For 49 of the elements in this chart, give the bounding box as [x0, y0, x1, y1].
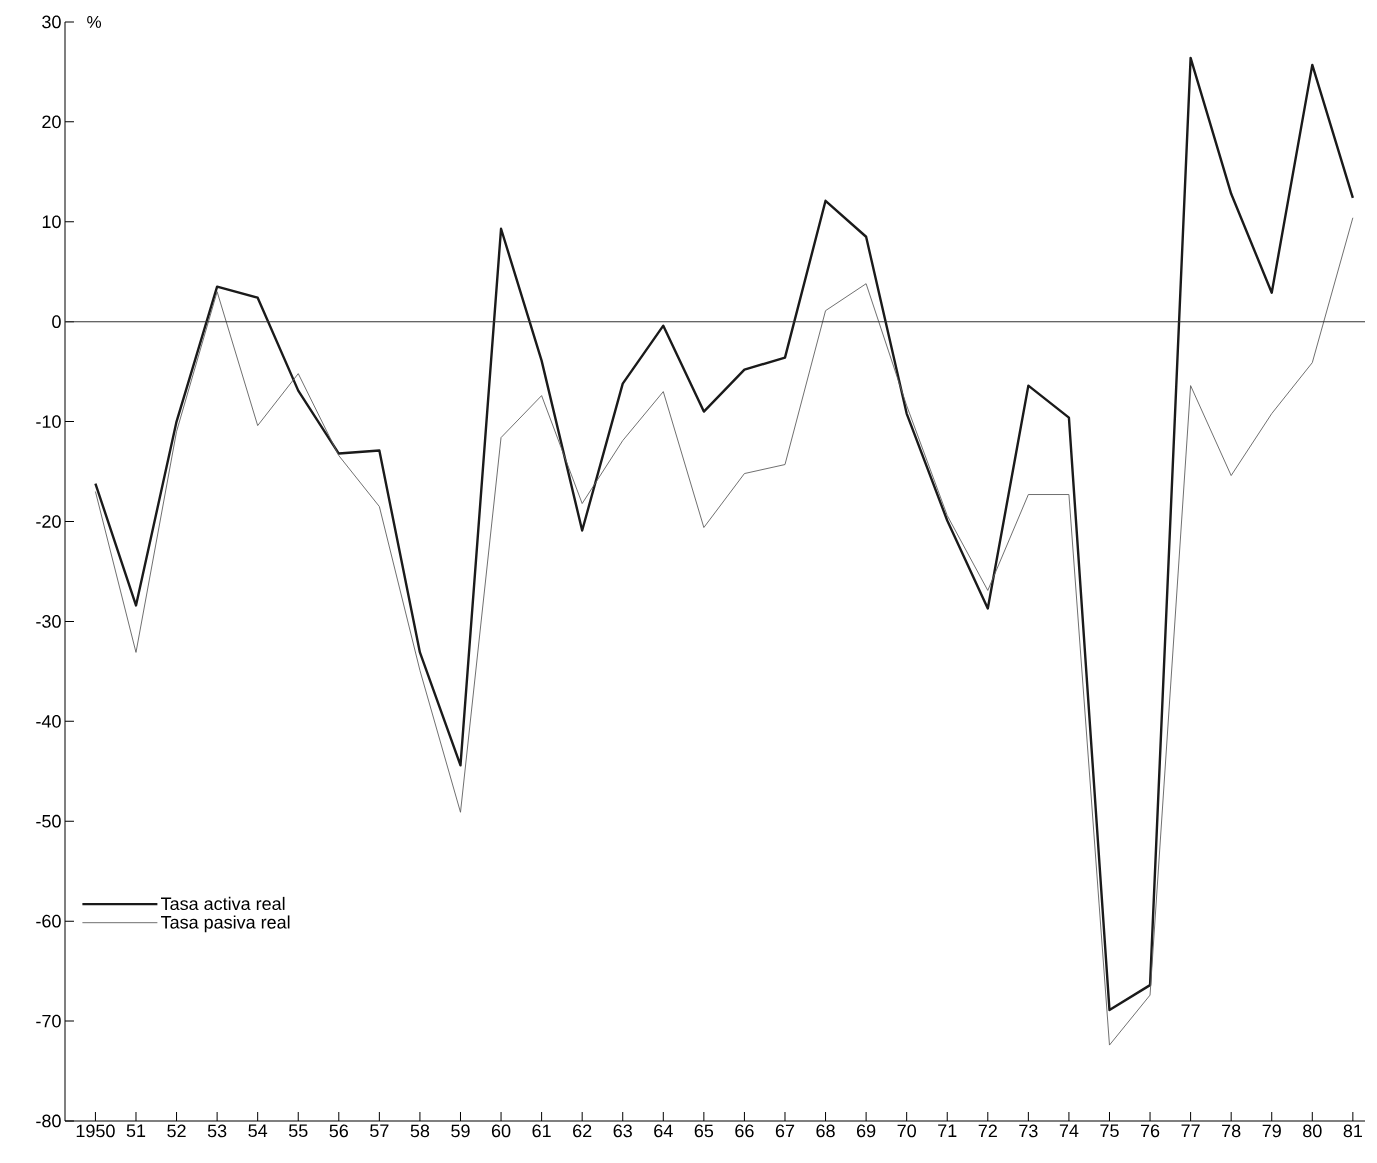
x-tick-label: 57 — [370, 1124, 389, 1138]
legend-label: Tasa pasiva real — [161, 915, 290, 933]
x-tick-label: 80 — [1303, 1124, 1322, 1138]
x-tick-label: 64 — [654, 1124, 673, 1138]
x-tick-label: 66 — [735, 1124, 754, 1138]
x-tick-label: 68 — [816, 1124, 835, 1138]
x-tick-label: 60 — [491, 1124, 511, 1138]
x-tick-label: 55 — [288, 1124, 308, 1138]
x-tick-label: 75 — [1100, 1124, 1119, 1138]
y-tick-label: -10 — [36, 415, 61, 428]
x-tick-label: 54 — [248, 1124, 268, 1138]
x-tick-label: 77 — [1181, 1124, 1200, 1137]
x-tick-label: 52 — [167, 1124, 186, 1138]
y-axis-title: % — [87, 15, 102, 28]
x-tick-label: 70 — [897, 1124, 916, 1138]
y-tick-label: 20 — [42, 115, 61, 129]
x-tick-label: 59 — [451, 1124, 470, 1138]
x-tick-label: 65 — [694, 1124, 714, 1138]
x-tick-label: 58 — [410, 1124, 430, 1138]
x-tick-label: 1950 — [76, 1124, 115, 1138]
y-tick-label: -50 — [36, 814, 61, 828]
line-series — [94, 56, 1355, 1012]
y-tick-label: 10 — [42, 215, 61, 229]
x-tick-label: 63 — [613, 1124, 632, 1138]
x-tick-label: 61 — [532, 1124, 551, 1138]
x-tick-label: 69 — [857, 1124, 876, 1138]
y-tick-label: -70 — [36, 1014, 61, 1028]
x-tick-label: 71 — [938, 1124, 957, 1137]
x-tick-label: 74 — [1059, 1124, 1079, 1137]
x-tick-label: 73 — [1019, 1124, 1038, 1138]
y-tick-label: 0 — [52, 315, 61, 329]
x-tick-label: 67 — [775, 1124, 795, 1138]
y-tick-label: -20 — [36, 515, 61, 528]
x-tick-label: 72 — [978, 1124, 997, 1138]
x-tick-label: 81 — [1343, 1124, 1362, 1138]
x-tick-label: 51 — [126, 1124, 146, 1138]
x-tick-label: 53 — [207, 1124, 227, 1138]
line-series — [94, 217, 1354, 1046]
y-tick-label: -40 — [36, 714, 61, 728]
x-tick-label: 56 — [329, 1124, 349, 1138]
y-tick-label: -60 — [36, 914, 61, 928]
legend-label: Tasa activa real — [161, 896, 285, 911]
y-tick-label: -80 — [36, 1114, 61, 1128]
x-tick-label: 76 — [1140, 1124, 1160, 1138]
y-tick-label: -30 — [36, 615, 61, 628]
x-tick-label: 62 — [573, 1124, 592, 1138]
x-tick-label: 79 — [1262, 1124, 1281, 1138]
y-tick-label: 30 — [42, 15, 61, 29]
x-tick-label: 78 — [1222, 1124, 1241, 1138]
